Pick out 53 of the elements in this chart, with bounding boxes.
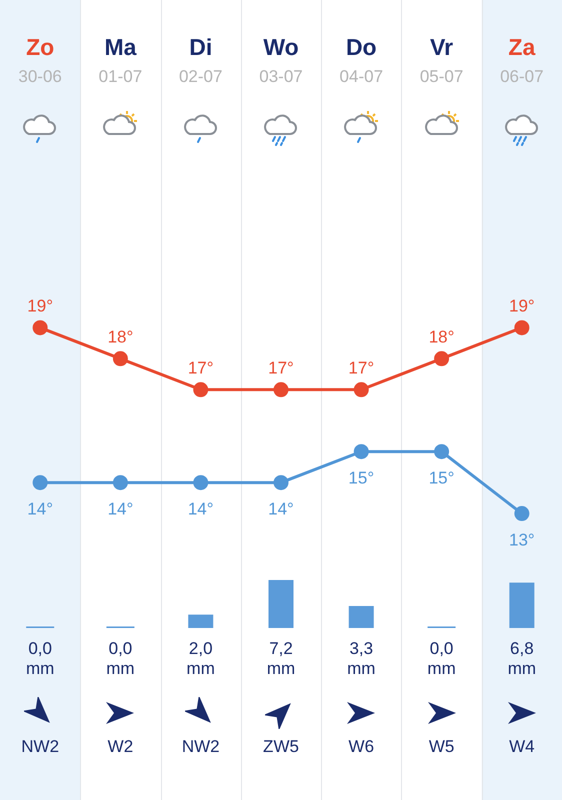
x-tick-label: Zo 30-06 bbox=[18, 34, 62, 87]
point bbox=[354, 444, 369, 460]
data-label: 17° bbox=[348, 358, 374, 378]
point bbox=[514, 506, 530, 522]
text: W4 bbox=[509, 737, 535, 757]
point bbox=[32, 475, 48, 490]
point bbox=[112, 351, 128, 366]
data-label: 14° bbox=[268, 500, 294, 519]
bar bbox=[348, 606, 374, 628]
text: W5 bbox=[428, 737, 454, 757]
data-label: 7,2 mm bbox=[266, 639, 296, 678]
text: W6 bbox=[348, 737, 374, 757]
x-tick-label: Do 04-07 bbox=[340, 34, 384, 87]
point bbox=[514, 320, 530, 336]
x-tick-label: Za 06-07 bbox=[500, 34, 544, 87]
point bbox=[274, 475, 288, 490]
point bbox=[274, 382, 288, 398]
point bbox=[434, 351, 450, 366]
data-label: 6,8 mm bbox=[508, 639, 536, 678]
point bbox=[354, 382, 369, 398]
data-label: 18° bbox=[428, 328, 454, 347]
x-tick-label: Ma 01-07 bbox=[98, 34, 142, 87]
x-tick-label: Wo 03-07 bbox=[259, 34, 303, 87]
point bbox=[112, 475, 128, 490]
x-tick-label: Di 02-07 bbox=[178, 34, 222, 87]
data-label: 15° bbox=[348, 468, 374, 488]
bar bbox=[188, 614, 214, 628]
data-label: 2,0 mm bbox=[186, 639, 215, 678]
data-label: 14° bbox=[27, 500, 53, 519]
text: NW2 bbox=[182, 737, 220, 757]
data-label: 0,0 mm bbox=[427, 639, 456, 678]
data-label: 14° bbox=[108, 500, 134, 519]
point bbox=[193, 475, 208, 490]
text: W2 bbox=[108, 737, 134, 757]
data-label: 0,0 mm bbox=[26, 639, 54, 678]
point bbox=[32, 320, 48, 336]
x-tick-label: Vr 05-07 bbox=[420, 34, 464, 87]
text: NW2 bbox=[21, 737, 60, 757]
data-label: 17° bbox=[188, 358, 214, 378]
bar bbox=[268, 580, 294, 628]
data-label: 19° bbox=[27, 296, 53, 316]
data-label: 13° bbox=[509, 530, 535, 550]
data-label: 15° bbox=[428, 468, 454, 488]
data-label: 3,3 mm bbox=[347, 639, 376, 678]
data-label: 14° bbox=[188, 500, 214, 519]
data-label: 18° bbox=[108, 328, 134, 347]
bar bbox=[509, 582, 534, 628]
point bbox=[434, 444, 450, 460]
text: ZW5 bbox=[263, 737, 299, 757]
data-label: 17° bbox=[268, 358, 294, 378]
point bbox=[193, 382, 208, 398]
data-label: 19° bbox=[509, 296, 535, 316]
data-label: 0,0 mm bbox=[106, 639, 135, 678]
